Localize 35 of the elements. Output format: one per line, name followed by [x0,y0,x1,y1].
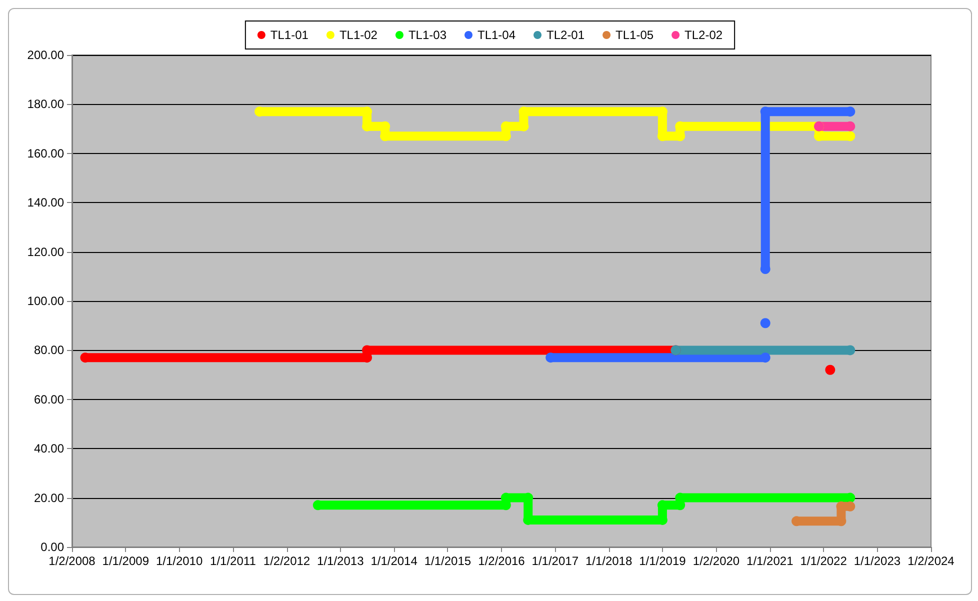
x-tick-label: 1/1/2018 [585,554,632,568]
x-tick-label: 1/1/2013 [317,554,364,568]
y-tick-label: 40.00 [34,442,64,456]
y-tick-label: 200.00 [27,48,64,62]
legend-label: TL1-04 [477,28,516,42]
y-tick-label: 20.00 [34,490,64,505]
x-tick-label: 1/2/2008 [48,554,96,568]
y-tick-label: 0.00 [40,540,64,554]
x-tick-label: 1/2/2012 [263,554,310,568]
x-tick-label: 1/2/2016 [478,554,526,568]
y-tick-label: 120.00 [27,244,64,259]
legend-label: TL1-05 [616,28,654,42]
x-tick-label: 1/1/2015 [424,554,472,568]
x-tick-label: 1/1/2017 [532,554,579,568]
x-tick-label: 1/1/2019 [639,554,686,568]
legend-label: TL1-01 [270,28,309,42]
y-tick-label: 80.00 [34,343,64,358]
x-tick-label: 1/1/2023 [854,554,901,568]
x-tick-label: 1/2/2024 [908,554,955,568]
y-tick-label: 100.00 [27,294,64,308]
legend-label: TL1-02 [339,28,378,42]
x-tick-label: 1/1/2021 [746,554,794,568]
legend-label: TL1-03 [408,28,447,42]
x-tick-label: 1/1/2010 [156,554,203,568]
x-tick-label: 1/1/2014 [370,554,418,568]
legend-label: TL2-02 [684,28,723,42]
y-tick-label: 140.00 [27,196,64,210]
y-tick-label: 160.00 [27,146,64,160]
x-tick-label: 1/1/2009 [102,554,150,568]
x-tick-label: 1/1/2011 [210,554,256,568]
y-tick-label: 60.00 [34,392,64,406]
x-tick-label: 1/2/2020 [692,554,740,568]
x-tick-label: 1/1/2022 [800,554,848,568]
legend-label: TL2-01 [546,28,585,42]
y-tick-label: 180.00 [27,97,64,112]
